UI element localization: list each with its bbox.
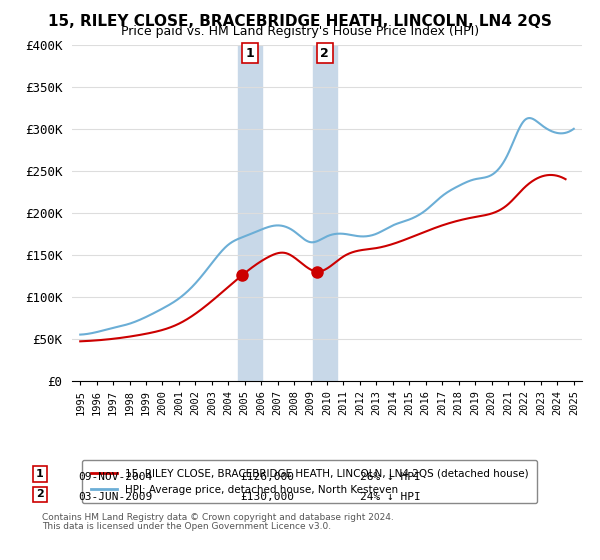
Text: 24% ↓ HPI: 24% ↓ HPI [360, 492, 421, 502]
Text: 03-JUN-2009: 03-JUN-2009 [78, 492, 152, 502]
Bar [313, 45, 337, 381]
Text: £126,000: £126,000 [240, 472, 294, 482]
Text: £130,000: £130,000 [240, 492, 294, 502]
Text: This data is licensed under the Open Government Licence v3.0.: This data is licensed under the Open Gov… [42, 522, 331, 531]
Text: 26% ↓ HPI: 26% ↓ HPI [360, 472, 421, 482]
Text: Contains HM Land Registry data © Crown copyright and database right 2024.: Contains HM Land Registry data © Crown c… [42, 513, 394, 522]
Text: 09-NOV-2004: 09-NOV-2004 [78, 472, 152, 482]
Legend: 15, RILEY CLOSE, BRACEBRIDGE HEATH, LINCOLN, LN4 2QS (detached house), HPI: Aver: 15, RILEY CLOSE, BRACEBRIDGE HEATH, LINC… [82, 460, 537, 503]
Text: Price paid vs. HM Land Registry's House Price Index (HPI): Price paid vs. HM Land Registry's House … [121, 25, 479, 38]
Text: 2: 2 [320, 46, 329, 60]
Text: 1: 1 [36, 469, 44, 479]
Bar [238, 45, 262, 381]
Text: 1: 1 [245, 46, 254, 60]
Text: 2: 2 [36, 489, 44, 500]
Text: 15, RILEY CLOSE, BRACEBRIDGE HEATH, LINCOLN, LN4 2QS: 15, RILEY CLOSE, BRACEBRIDGE HEATH, LINC… [48, 14, 552, 29]
